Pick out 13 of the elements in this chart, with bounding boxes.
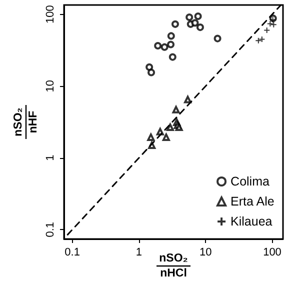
legend-label: Colima xyxy=(230,174,270,188)
y-tick-label: 0.1 xyxy=(44,222,56,238)
y-tick-label: 1 xyxy=(44,154,56,161)
legend-label: Erta Ale xyxy=(230,194,274,208)
x-tick-label: 100 xyxy=(263,246,282,258)
x-tick-label: 0.1 xyxy=(64,246,80,258)
x-axis-title: nSO₂ nHCl xyxy=(159,252,188,280)
y-tick-label: 100 xyxy=(44,5,56,24)
x-tick-label: 10 xyxy=(199,246,212,258)
x-tick-label: 1 xyxy=(136,246,142,258)
legend-label: Kilauea xyxy=(230,214,272,228)
y-tick-label: 10 xyxy=(44,80,56,92)
y-axis-title: nSO₂ nHF xyxy=(12,108,40,136)
